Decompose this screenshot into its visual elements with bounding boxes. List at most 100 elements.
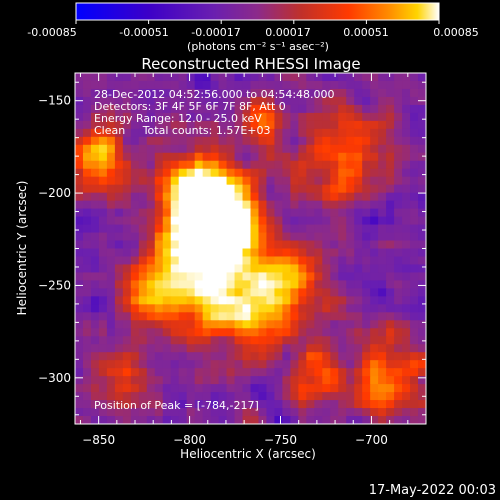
heatmap-cell [410, 344, 419, 353]
heatmap-cell [258, 352, 268, 361]
heatmap-cell [266, 208, 276, 218]
heatmap-cell [338, 392, 347, 401]
heatmap-cell [122, 88, 132, 98]
heatmap-cell [418, 384, 426, 393]
heatmap-cell [90, 192, 100, 202]
heatmap-cell [82, 400, 92, 409]
heatmap-cell [218, 80, 228, 90]
heatmap-cell [226, 168, 236, 178]
heatmap-cell [314, 312, 323, 321]
heatmap-cell [186, 184, 196, 194]
heatmap-cell [242, 360, 252, 369]
heatmap-cell [290, 224, 299, 234]
heatmap-cell [290, 216, 299, 226]
heatmap-cell [338, 88, 347, 98]
heatmap-cell [370, 280, 379, 289]
heatmap-cell [210, 248, 220, 258]
heatmap-cell [386, 88, 395, 98]
heatmap-cell [338, 320, 347, 329]
heatmap-cell [354, 120, 363, 130]
heatmap-cell [402, 352, 411, 361]
heatmap-cell [298, 376, 307, 385]
heatmap-cell [202, 200, 212, 210]
heatmap-cell [146, 224, 156, 234]
heatmap-cell [202, 144, 212, 154]
heatmap-cell [354, 216, 363, 226]
heatmap-cell [218, 352, 228, 361]
heatmap-cell [274, 304, 284, 313]
heatmap-cell [314, 80, 323, 90]
heatmap-cell [338, 240, 347, 250]
heatmap-cell [75, 144, 84, 154]
heatmap-cell [362, 352, 371, 361]
heatmap-cell [394, 368, 403, 377]
heatmap-cell [170, 232, 180, 242]
heatmap-cell [178, 152, 188, 162]
heatmap-cell [75, 264, 84, 274]
heatmap-cell [394, 408, 403, 417]
heatmap-cell [194, 184, 204, 194]
heatmap-cell [402, 264, 411, 274]
heatmap-cell [242, 328, 252, 337]
heatmap-cell [362, 224, 371, 234]
heatmap-cell [82, 88, 92, 98]
heatmap-cell [250, 160, 260, 170]
heatmap-cell [354, 320, 363, 329]
heatmap-cell [362, 400, 371, 409]
heatmap-cell [210, 312, 220, 321]
heatmap-cell [266, 192, 276, 202]
heatmap-cell [106, 408, 116, 417]
heatmap-cell [338, 416, 347, 424]
heatmap-cell [146, 136, 156, 146]
heatmap-cell [322, 216, 331, 226]
heatmap-cell [274, 128, 284, 138]
heatmap-cell [330, 408, 339, 417]
heatmap-cell [98, 256, 108, 266]
heatmap-cell [138, 176, 148, 186]
heatmap-cell [322, 296, 331, 305]
heatmap-cell [250, 208, 260, 218]
heatmap-cell [130, 368, 140, 377]
heatmap-cell [90, 128, 100, 138]
heatmap-cell [234, 80, 244, 90]
heatmap-cell [330, 328, 339, 337]
heatmap-cell [346, 168, 355, 178]
heatmap-cell [242, 104, 252, 114]
heatmap-cell [114, 352, 124, 361]
heatmap-cell [226, 176, 236, 186]
heatmap-cell [138, 216, 148, 226]
heatmap-cell [298, 152, 307, 162]
heatmap-cell [322, 256, 331, 266]
heatmap-cell [226, 152, 236, 162]
heatmap-cell [322, 240, 331, 250]
heatmap-cell [106, 208, 116, 218]
heatmap-cell [122, 408, 132, 417]
heatmap-cell [378, 232, 387, 242]
heatmap-cell [186, 368, 196, 377]
heatmap-cell [202, 408, 212, 417]
heatmap-cell [306, 240, 315, 250]
heatmap-cell [386, 320, 395, 329]
heatmap-cell [298, 200, 307, 210]
heatmap-cell [194, 400, 204, 409]
heatmap-cell [130, 104, 140, 114]
heatmap-cell [106, 384, 116, 393]
heatmap-cell [330, 152, 339, 162]
heatmap-cell [202, 152, 212, 162]
heatmap-cell [234, 176, 244, 186]
heatmap-cell [258, 192, 268, 202]
heatmap-cell [386, 120, 395, 130]
heatmap-cell [218, 304, 228, 313]
heatmap-cell [186, 104, 196, 114]
heatmap-cell [162, 400, 172, 409]
heatmap-cell [290, 400, 299, 409]
heatmap-cell [258, 96, 268, 106]
heatmap-cell [298, 272, 307, 282]
heatmap-cell [130, 152, 140, 162]
heatmap-cell [410, 88, 419, 98]
heatmap-cell [346, 352, 355, 361]
heatmap-cell [202, 224, 212, 234]
heatmap-cell [146, 168, 156, 178]
heatmap-cell [210, 152, 220, 162]
heatmap-cell [138, 352, 148, 361]
